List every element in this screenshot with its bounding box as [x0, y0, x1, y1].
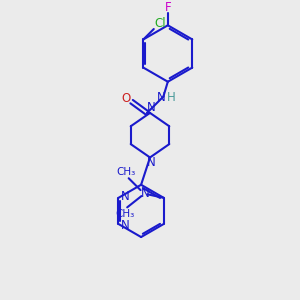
Text: N: N	[147, 101, 156, 114]
Text: Cl: Cl	[154, 17, 166, 31]
Text: H: H	[167, 91, 176, 104]
Text: O: O	[122, 92, 131, 105]
Text: N: N	[121, 219, 129, 232]
Text: N: N	[141, 187, 149, 200]
Text: N: N	[147, 156, 156, 169]
Text: N: N	[157, 91, 166, 104]
Text: CH₃: CH₃	[116, 167, 135, 177]
Text: F: F	[164, 1, 171, 14]
Text: CH₃: CH₃	[115, 209, 134, 219]
Text: N: N	[121, 190, 129, 203]
